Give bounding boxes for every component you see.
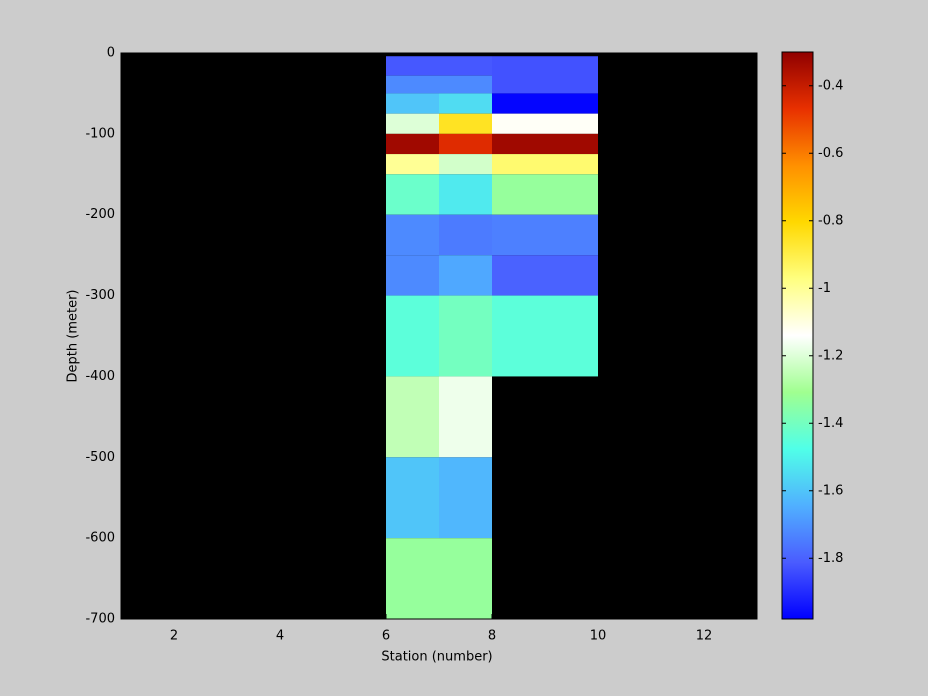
colorbar-tick-label: -0.8: [818, 213, 843, 228]
heatmap-cell: [439, 376, 492, 458]
x-tick-label: 4: [276, 629, 284, 644]
y-tick-label: -600: [85, 531, 115, 546]
colorbar-tick-label: -1: [818, 281, 831, 296]
heatmap-cell: [386, 154, 439, 175]
y-tick-label: -700: [85, 612, 115, 627]
y-axis-label: Depth (meter): [66, 290, 81, 383]
colorbar: [781, 51, 814, 620]
y-tick-label: -500: [85, 450, 115, 465]
heatmap-cell: [439, 174, 492, 215]
heatmap-cell: [386, 457, 439, 539]
heatmap-cell: [386, 214, 439, 256]
colorbar-tick-label: -1.4: [818, 416, 843, 431]
x-tick-label: 12: [696, 629, 713, 644]
heatmap-cell: [386, 113, 439, 134]
heatmap-cell: [492, 214, 598, 256]
colorbar-tick-label: -1.8: [818, 551, 843, 566]
heatmap-cell: [492, 295, 598, 377]
plot-frame: [120, 52, 758, 620]
heatmap-cell: [439, 255, 492, 296]
y-tick-label: 0: [107, 46, 115, 61]
heatmap-cell: [439, 214, 492, 256]
heatmap-cell: [386, 93, 439, 114]
heatmap-cell: [386, 255, 439, 296]
colorbar-tick-label: -1.6: [818, 483, 843, 498]
heatmap-cell: [492, 113, 598, 134]
heatmap-cell: [439, 457, 492, 539]
heatmap-cell: [386, 295, 439, 377]
x-tick-label: 6: [382, 629, 390, 644]
y-tick-label: -200: [85, 207, 115, 222]
y-tick-label: -400: [85, 369, 115, 384]
heatmap-cell: [492, 133, 598, 155]
x-tick-label: 8: [488, 629, 496, 644]
heatmap-cell: [492, 255, 598, 296]
heatmap-cell: [439, 93, 492, 114]
x-axis-label: Station (number): [381, 650, 492, 665]
y-tick-label: -100: [85, 126, 115, 141]
colorbar-tick-label: -0.6: [818, 146, 843, 161]
y-tick-label: -300: [85, 288, 115, 303]
heatmap-cell: [492, 56, 598, 94]
heatmap-cell: [439, 154, 492, 175]
heatmap-cell: [386, 376, 439, 458]
colorbar-tick-label: -1.2: [818, 348, 843, 363]
heatmap-cell: [439, 133, 492, 155]
x-tick-label: 2: [170, 629, 178, 644]
heatmap-cell: [439, 295, 492, 377]
heatmap-cell: [439, 75, 492, 94]
heatmap-cell: [492, 174, 598, 215]
heatmap-cell: [439, 56, 492, 76]
heatmap-cell: [386, 133, 439, 155]
heatmap-cell: [386, 174, 439, 215]
heatmap-cell: [492, 154, 598, 175]
heatmap-cell: [439, 113, 492, 134]
x-tick-label: 10: [590, 629, 607, 644]
heatmap-cell: [386, 56, 439, 76]
heatmap-cell: [386, 538, 492, 619]
heatmap-cell: [492, 93, 598, 114]
colorbar-tick-label: -0.4: [818, 78, 843, 93]
heatmap-cell: [386, 75, 439, 94]
